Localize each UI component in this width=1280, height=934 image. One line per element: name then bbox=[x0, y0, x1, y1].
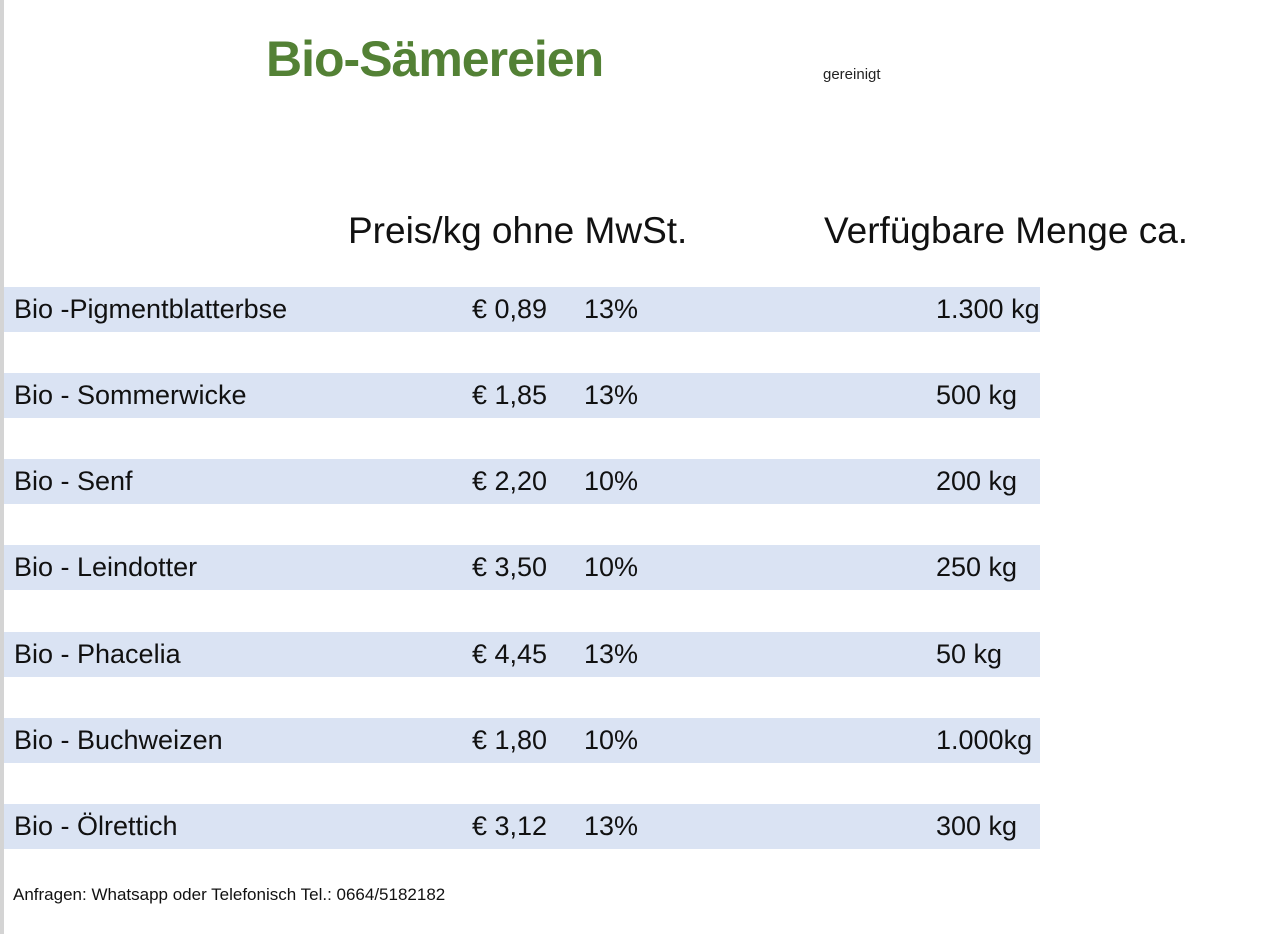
page-left-edge bbox=[0, 0, 4, 934]
seed-vat: 13% bbox=[584, 380, 639, 410]
seed-name: Bio - Leindotter bbox=[14, 552, 198, 582]
seed-quantity: 1.000kg bbox=[936, 725, 1033, 755]
seed-quantity: 250 kg bbox=[936, 552, 1018, 582]
seed-price: € 0,89 bbox=[472, 294, 548, 324]
page-title: Bio-Sämereien bbox=[266, 31, 604, 87]
seed-quantity: 300 kg bbox=[936, 811, 1018, 841]
table-row: Bio - Leindotter € 3,50 10% 250 kg bbox=[4, 545, 1040, 590]
seed-name: Bio - Senf bbox=[14, 466, 133, 496]
seed-name: Bio - Phacelia bbox=[14, 639, 181, 669]
table-row: Bio -Pigmentblatterbse € 0,89 13% 1.300 … bbox=[4, 287, 1040, 332]
seed-name: Bio - Sommerwicke bbox=[14, 380, 247, 410]
seed-price: € 3,50 bbox=[472, 552, 548, 582]
seed-price: € 1,85 bbox=[472, 380, 548, 410]
seed-vat: 13% bbox=[584, 294, 639, 324]
seed-vat: 13% bbox=[584, 639, 639, 669]
seed-name: Bio - Buchweizen bbox=[14, 725, 223, 755]
seed-quantity: 500 kg bbox=[936, 380, 1018, 410]
seed-quantity: 1.300 kg bbox=[936, 294, 1040, 324]
seed-name: Bio -Pigmentblatterbse bbox=[14, 294, 288, 324]
seed-price: € 3,12 bbox=[472, 811, 548, 841]
seed-price: € 1,80 bbox=[472, 725, 548, 755]
seed-vat: 10% bbox=[584, 466, 639, 496]
seed-vat: 10% bbox=[584, 552, 639, 582]
seed-name: Bio - Ölrettich bbox=[14, 811, 178, 841]
seed-price: € 2,20 bbox=[472, 466, 548, 496]
seed-quantity: 50 kg bbox=[936, 639, 1003, 669]
price-column-header: Preis/kg ohne MwSt. bbox=[348, 210, 688, 251]
quantity-column-header: Verfügbare Menge ca. bbox=[824, 210, 1189, 251]
table-row: Bio - Sommerwicke € 1,85 13% 500 kg bbox=[4, 373, 1040, 418]
table-row: Bio - Senf € 2,20 10% 200 kg bbox=[4, 459, 1040, 504]
seed-price: € 4,45 bbox=[472, 639, 548, 669]
contact-footer: Anfragen: Whatsapp oder Telefonisch Tel.… bbox=[13, 885, 446, 904]
table-row: Bio - Buchweizen € 1,80 10% 1.000kg bbox=[4, 718, 1040, 763]
seed-vat: 13% bbox=[584, 811, 639, 841]
table-row: Bio - Ölrettich € 3,12 13% 300 kg bbox=[4, 804, 1040, 849]
cleaned-note: gereinigt bbox=[823, 66, 881, 83]
seed-vat: 10% bbox=[584, 725, 639, 755]
seed-quantity: 200 kg bbox=[936, 466, 1018, 496]
table-row: Bio - Phacelia € 4,45 13% 50 kg bbox=[4, 632, 1040, 677]
